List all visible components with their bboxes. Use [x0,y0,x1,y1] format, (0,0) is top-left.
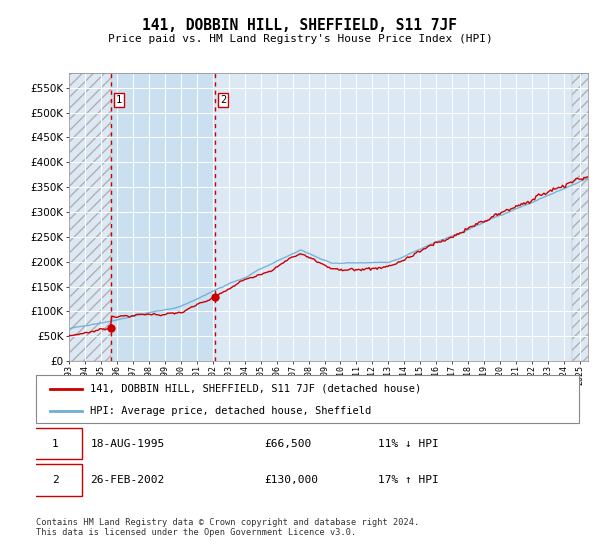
FancyBboxPatch shape [36,375,579,423]
Text: HPI: Average price, detached house, Sheffield: HPI: Average price, detached house, Shef… [91,406,371,416]
Text: £66,500: £66,500 [264,438,311,449]
Text: 17% ↑ HPI: 17% ↑ HPI [378,475,439,485]
Text: 11% ↓ HPI: 11% ↓ HPI [378,438,439,449]
Text: Price paid vs. HM Land Registry's House Price Index (HPI): Price paid vs. HM Land Registry's House … [107,34,493,44]
Bar [69,73,111,361]
Bar [69,73,111,361]
Text: 2: 2 [220,95,226,105]
Text: 2: 2 [52,475,58,485]
FancyBboxPatch shape [28,464,82,496]
Text: 26-FEB-2002: 26-FEB-2002 [91,475,164,485]
Text: 1: 1 [52,438,58,449]
Text: 18-AUG-1995: 18-AUG-1995 [91,438,164,449]
Bar [111,73,215,361]
Bar [572,73,590,361]
FancyBboxPatch shape [28,428,82,459]
Text: 141, DOBBIN HILL, SHEFFIELD, S11 7JF: 141, DOBBIN HILL, SHEFFIELD, S11 7JF [143,18,458,33]
Text: £130,000: £130,000 [264,475,318,485]
Text: Contains HM Land Registry data © Crown copyright and database right 2024.
This d: Contains HM Land Registry data © Crown c… [36,518,419,538]
Text: 1: 1 [116,95,122,105]
Text: 141, DOBBIN HILL, SHEFFIELD, S11 7JF (detached house): 141, DOBBIN HILL, SHEFFIELD, S11 7JF (de… [91,384,422,394]
